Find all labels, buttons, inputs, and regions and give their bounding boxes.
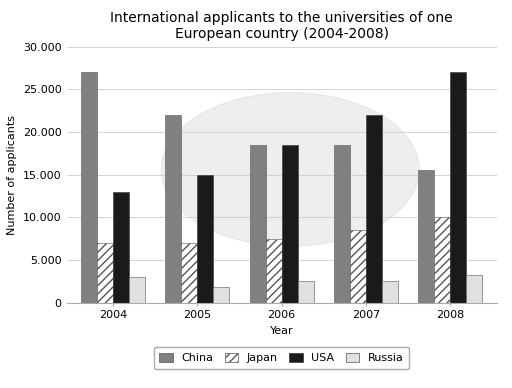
Bar: [214, 287, 229, 303]
Bar: [450, 72, 466, 303]
Y-axis label: Number of applicants: Number of applicants: [7, 114, 17, 235]
X-axis label: Year: Year: [270, 326, 293, 336]
Bar: [113, 192, 129, 303]
Bar: [418, 170, 434, 303]
Bar: [129, 277, 145, 303]
Bar: [165, 115, 181, 303]
Bar: [466, 275, 482, 303]
Bar: [197, 175, 214, 303]
Bar: [334, 145, 350, 303]
Bar: [97, 243, 113, 303]
Title: International applicants to the universities of one
European country (2004-2008): International applicants to the universi…: [110, 11, 453, 41]
Circle shape: [161, 93, 419, 246]
Bar: [81, 72, 97, 303]
Bar: [249, 145, 266, 303]
Bar: [382, 281, 398, 303]
Bar: [282, 145, 297, 303]
Bar: [266, 239, 282, 303]
Bar: [181, 243, 197, 303]
Bar: [297, 281, 314, 303]
Bar: [434, 217, 450, 303]
Bar: [350, 230, 366, 303]
Bar: [366, 115, 382, 303]
Legend: China, Japan, USA, Russia: China, Japan, USA, Russia: [154, 347, 409, 369]
